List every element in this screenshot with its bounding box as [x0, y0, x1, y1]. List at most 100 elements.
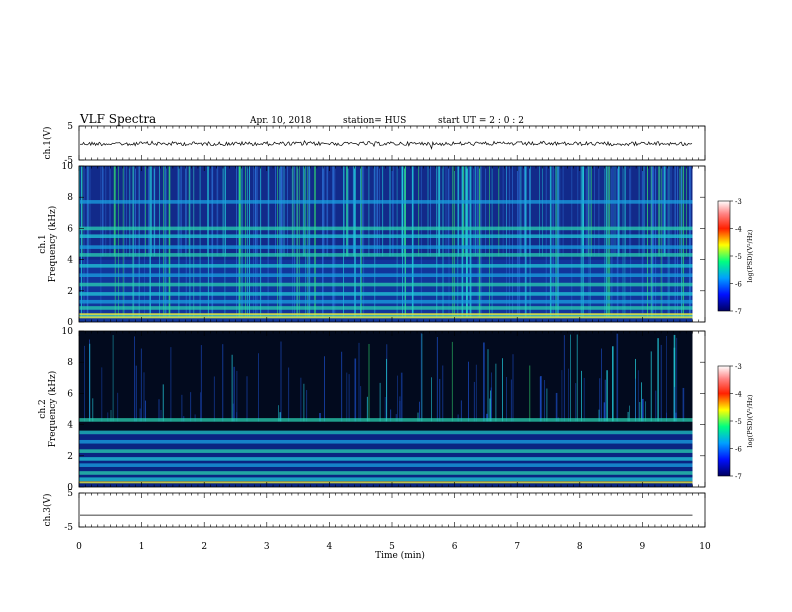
sferic-streak: [241, 166, 243, 318]
sferic-streak: [168, 166, 171, 318]
sferic-streak: [211, 166, 214, 318]
sferic-streak: [138, 166, 140, 318]
sferic-streak: [102, 166, 103, 257]
sferic-streak: [588, 166, 590, 257]
sferic-streak: [582, 166, 584, 257]
sferic-streak: [546, 388, 548, 422]
frequency-band: [79, 299, 693, 304]
ch3-waveform-panel: 5 -5 ch.3(V): [42, 489, 706, 533]
sferic-streak: [246, 166, 248, 318]
sferic-streak: [319, 412, 321, 422]
sferic-streak: [87, 166, 89, 318]
sferic-streak: [401, 166, 404, 257]
sferic-streak: [473, 381, 475, 422]
sferic-streak: [222, 344, 224, 422]
sferic-streak: [439, 378, 441, 422]
sferic-streak: [395, 414, 397, 422]
sferic-streak: [664, 166, 666, 257]
frequency-band: [79, 200, 693, 204]
sferic-streak: [485, 166, 486, 257]
sferic-streak: [655, 390, 657, 422]
sferic-streak: [466, 166, 468, 318]
sferic-streak: [442, 365, 444, 422]
sferic-streak: [149, 166, 151, 318]
x-tick-label: 3: [264, 542, 270, 552]
sferic-streak: [629, 166, 630, 257]
sferic-streak: [604, 166, 606, 318]
sferic-streak: [144, 166, 145, 318]
x-tick-label: 0: [76, 542, 82, 552]
sferic-streak: [379, 382, 381, 422]
frequency-band: [79, 418, 693, 422]
sferic-streak: [92, 398, 94, 422]
sferic-streak: [189, 166, 191, 318]
ch2-frequency-axis-label-line: ch.2: [38, 399, 48, 418]
sferic-streak: [650, 351, 652, 422]
sferic-streak: [164, 166, 165, 318]
sferic-streak: [399, 396, 401, 422]
sferic-streak: [256, 166, 258, 318]
sferic-streak: [352, 166, 354, 257]
frequency-band: [79, 306, 693, 310]
sferic-streak: [630, 166, 632, 318]
sferic-streak: [323, 166, 325, 257]
sferic-streak: [476, 166, 478, 257]
frequency-band: [79, 282, 693, 287]
sferic-streak: [297, 166, 299, 318]
sferic-streak: [624, 166, 626, 318]
sferic-streak: [627, 411, 629, 422]
sferic-streak: [495, 363, 497, 422]
sferic-streak: [400, 372, 403, 422]
sferic-streak: [614, 166, 616, 257]
sferic-streak: [555, 392, 558, 422]
sferic-streak: [491, 166, 493, 318]
sferic-streak: [411, 166, 414, 318]
ch1-waveform-panel: 5 -5 ch.1(V): [42, 122, 706, 166]
sferic-streak: [199, 166, 201, 318]
sferic-streak: [581, 370, 582, 422]
sferic-streak: [575, 383, 577, 422]
sferic-streak: [549, 166, 552, 318]
sferic-streak: [660, 166, 662, 318]
sferic-streak: [576, 334, 578, 422]
ch1-frequency-axis-label-line: Frequency (kHz): [47, 206, 58, 283]
sferic-streak: [658, 166, 660, 257]
sferic-streak: [591, 166, 592, 257]
ch2-colorbar: -3 -4 -5 -6 -7 log(PSD)(V²/Hz): [717, 363, 754, 481]
sferic-streak: [112, 335, 114, 422]
sferic-streak: [663, 166, 665, 257]
sferic-streak: [341, 351, 343, 422]
sferic-streak: [107, 412, 109, 422]
frequency-band: [79, 430, 693, 435]
sferic-streak: [676, 337, 678, 422]
sferic-streak: [361, 166, 363, 318]
sferic-streak: [518, 166, 521, 318]
colorbar-tick-label: -3: [735, 363, 742, 371]
y-tick-label: 2: [67, 287, 73, 297]
sferic-streak: [390, 409, 392, 422]
sferic-streak: [453, 166, 455, 318]
ch2-spectrogram-panel: 0 2 4 6 8 10 ch.2Frequency (kHz): [38, 327, 706, 493]
sferic-streak: [239, 166, 241, 318]
sferic-streak: [185, 166, 187, 318]
sferic-streak: [280, 166, 283, 318]
frequency-band: [79, 234, 693, 238]
sferic-streak: [170, 347, 172, 422]
date-label: Apr. 10, 2018: [249, 116, 312, 126]
sferic-streak: [462, 166, 465, 257]
sferic-streak: [139, 166, 140, 318]
sferic-streak: [117, 392, 119, 422]
sferic-streak: [598, 409, 600, 422]
ch2-frequency-axis-label-line: Frequency (kHz): [47, 371, 58, 448]
sferic-streak: [517, 166, 519, 318]
colorbar-tick-label: -6: [735, 446, 742, 454]
sferic-streak: [508, 166, 510, 318]
sferic-streak: [666, 335, 667, 422]
frequency-band: [79, 292, 693, 296]
y-tick-label: 0: [67, 483, 73, 493]
frequency-band: [79, 439, 693, 444]
sferic-streak: [418, 166, 420, 257]
sferic-streak: [304, 166, 306, 257]
frequency-band: [79, 273, 693, 277]
sferic-streak: [145, 166, 146, 257]
